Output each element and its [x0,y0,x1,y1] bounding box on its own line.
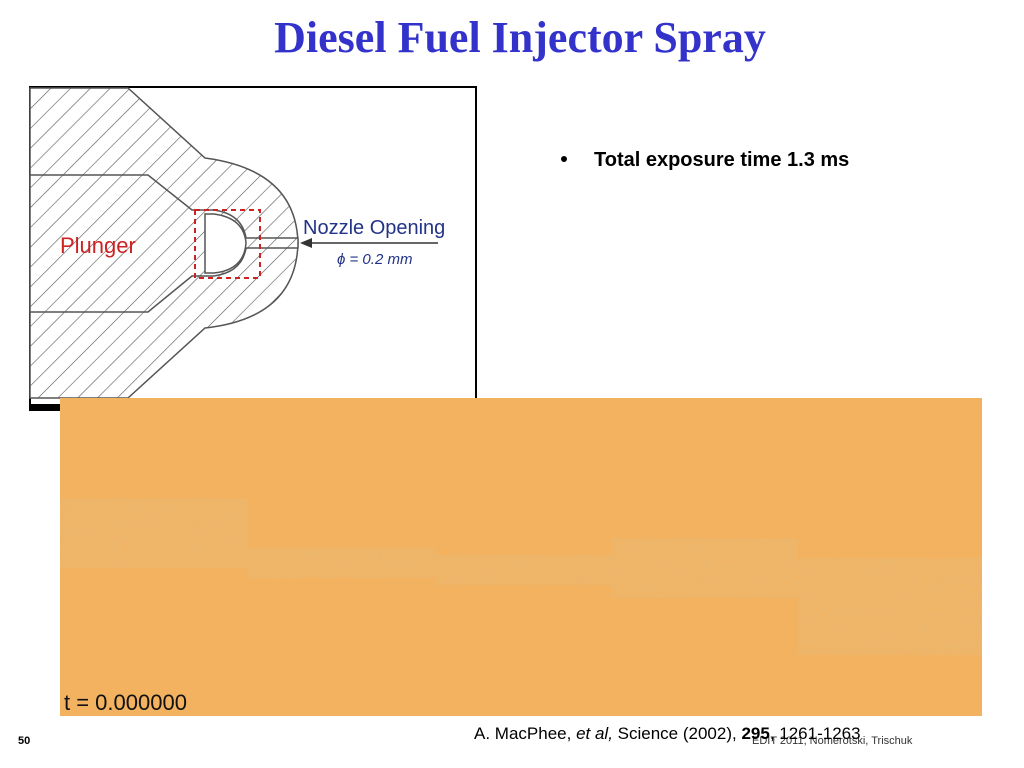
time-label: t = 0.000000 [64,690,187,715]
spray-image: t = 0.000000 [60,398,982,716]
citation-pages: , 1261-1263 [770,724,861,743]
bullet-dot [561,156,567,162]
page-number: 50 [18,735,30,747]
nozzle-label: Nozzle Opening [303,217,445,239]
citation-etal: et al, [576,724,613,743]
footer: EDIT 2011, Nomerotski, Trischuk [752,735,913,747]
citation: A. MacPhee, et al, Science (2002), 295, … [474,724,861,743]
plunger-label: Plunger [60,233,136,258]
citation-authors: A. MacPhee, [474,724,576,743]
bullet-text: Total exposure time 1.3 ms [594,149,849,171]
title: Diesel Fuel Injector Spray [274,13,766,62]
citation-journal: Science (2002), [613,724,742,743]
diameter-label: ϕ = 0.2 mm [337,251,412,268]
citation-volume: 295 [741,724,769,743]
injector-diagram: Plunger Nozzle Opening ϕ = 0.2 mm [29,86,477,411]
